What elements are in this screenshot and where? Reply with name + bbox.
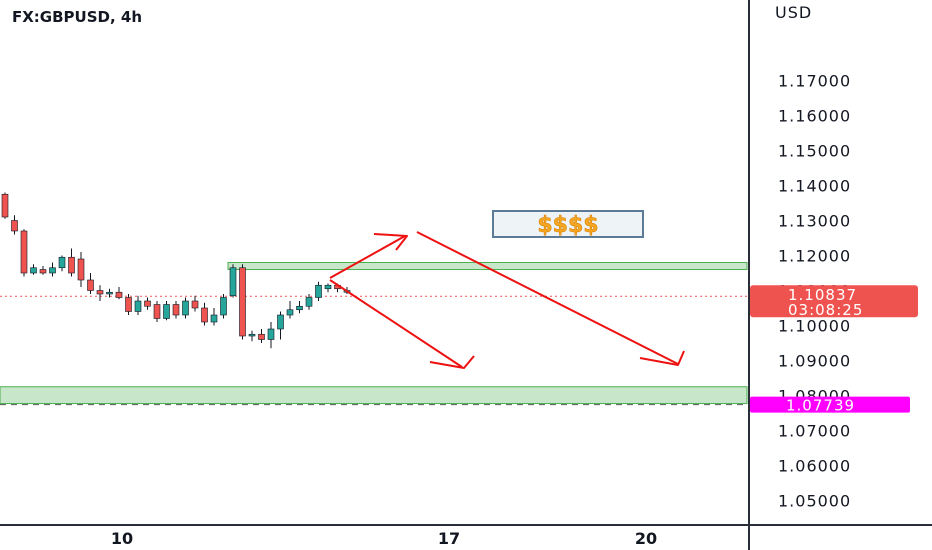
candle-body xyxy=(172,304,180,316)
arrow-long-line xyxy=(416,231,679,365)
candle-body xyxy=(239,267,246,337)
last-price-countdown: 03:08:25 xyxy=(788,301,863,319)
candle-body xyxy=(210,314,218,323)
currency-label: USD xyxy=(775,3,812,22)
dollar-annotation-box xyxy=(492,210,644,238)
arrow-down-line xyxy=(329,279,463,368)
arrow-long-head xyxy=(639,350,685,366)
price-tick: 1.15000 xyxy=(778,142,851,161)
candle-body xyxy=(201,307,208,323)
price-tick: 1.05000 xyxy=(778,492,851,511)
candle-body xyxy=(144,300,151,307)
candle-body xyxy=(115,291,123,298)
candle-body xyxy=(153,304,161,319)
marked-price-value: 1.07739 xyxy=(786,397,855,415)
candle-body xyxy=(30,267,37,274)
price-tick: 1.06000 xyxy=(778,457,851,476)
candle-body xyxy=(20,230,28,274)
candle-body xyxy=(191,300,199,309)
price-tick: 1.13000 xyxy=(778,212,851,231)
candle-body xyxy=(305,297,313,307)
candle-body xyxy=(77,258,85,281)
candle-body xyxy=(58,256,66,269)
candle-body xyxy=(134,300,142,312)
price-tick: 1.14000 xyxy=(778,177,851,196)
candle-body xyxy=(1,193,9,218)
candle-body xyxy=(258,333,265,340)
candle-body xyxy=(163,304,170,319)
dollar-annotation-text: $$$$ xyxy=(537,213,598,238)
price-tick: 1.17000 xyxy=(778,72,851,91)
last-price-badge xyxy=(750,285,918,318)
time-axis[interactable]: 10 17 20 xyxy=(111,529,657,548)
candle-body xyxy=(182,300,189,316)
candle-body xyxy=(267,328,275,340)
candle-body xyxy=(106,291,113,295)
candle-body xyxy=(277,314,284,330)
candle-body xyxy=(49,267,56,274)
last-price-value: 1.10837 xyxy=(788,286,857,304)
candle-body xyxy=(229,267,237,297)
support-zone xyxy=(0,386,748,405)
price-tick: 1.09000 xyxy=(778,352,851,371)
marked-price-badge xyxy=(750,396,910,413)
candle-body xyxy=(315,284,322,298)
candle-body xyxy=(296,305,303,311)
candle-body xyxy=(125,297,132,312)
time-tick: 17 xyxy=(438,529,460,548)
candle-body xyxy=(87,279,94,291)
arrow-down-head xyxy=(429,355,475,369)
candle-body xyxy=(96,290,104,295)
arrow-up-line xyxy=(329,235,406,279)
time-tick: 20 xyxy=(635,529,657,548)
price-tick: 1.12000 xyxy=(778,247,851,266)
candles-layer xyxy=(1,192,351,349)
candle-body xyxy=(68,256,75,274)
candle-body xyxy=(286,309,294,316)
time-tick: 10 xyxy=(111,529,133,548)
arrow-up-head xyxy=(373,233,408,251)
resistance-zone xyxy=(227,262,748,270)
annotation-layer: $$$$ xyxy=(492,210,644,238)
candle-body xyxy=(220,297,227,316)
price-tick: 1.10000 xyxy=(778,317,851,336)
zones-layer xyxy=(0,262,748,406)
candle-body xyxy=(324,284,332,290)
price-tick: 1.16000 xyxy=(778,107,851,126)
candle-body xyxy=(11,220,18,232)
candle-body xyxy=(39,269,47,274)
arrows-layer xyxy=(329,231,685,369)
price-tick: 1.07000 xyxy=(778,422,851,441)
candle-body xyxy=(248,333,256,337)
symbol-title: FX:GBPUSD, 4h xyxy=(12,8,142,26)
